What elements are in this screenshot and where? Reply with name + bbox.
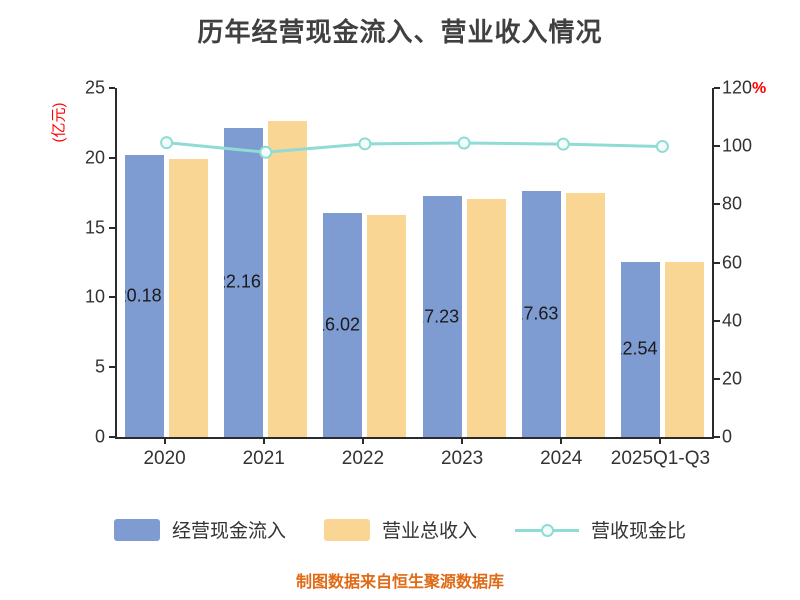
bar-operating-cash-inflow-2022: 16.02 xyxy=(323,213,363,437)
bar-total-revenue-2025Q1-Q3 xyxy=(664,261,704,437)
x-axis-tick-mark xyxy=(361,439,364,444)
y-axis-right-tick-mark xyxy=(714,436,720,438)
legend-line-marker-icon xyxy=(515,519,579,541)
bar-total-revenue-2023 xyxy=(466,198,506,437)
y-axis-left-tick-label: 5 xyxy=(94,356,105,377)
y-axis-right-tick-label: 0 xyxy=(722,426,733,447)
ratio-line-marker xyxy=(457,136,471,150)
bar-total-revenue-2021 xyxy=(268,121,308,437)
y-axis-left-tick-label: 15 xyxy=(84,217,105,238)
legend-circle-marker xyxy=(541,523,554,537)
legend-item-cash-inflow: 经营现金流入 xyxy=(113,516,286,543)
x-axis-tick-label: 2020 xyxy=(143,448,186,469)
revenue-cash-ratio-line xyxy=(160,136,669,159)
bar-value-label: 20.18 xyxy=(125,285,162,306)
y-axis-right-tick-label: 40 xyxy=(722,310,743,331)
y-axis-left-tick-mark xyxy=(109,226,115,229)
bar-operating-cash-inflow-2025Q1-Q3: 12.54 xyxy=(620,261,660,437)
y-axis-left-tick-label: 25 xyxy=(84,77,105,98)
legend-item-ratio: 营收现金比 xyxy=(515,516,686,543)
legend-swatch-orange xyxy=(323,518,370,541)
legend-item-total-revenue: 营业总收入 xyxy=(323,516,477,543)
bar-total-revenue-2020 xyxy=(169,158,209,437)
x-axis-tick-mark xyxy=(461,439,464,444)
bar-value-label: 16.02 xyxy=(323,314,361,335)
y-axis-right-tick-label: 100 xyxy=(722,135,753,156)
ratio-line-path xyxy=(166,141,663,154)
y-axis-left-tick-mark xyxy=(109,296,115,299)
x-axis-tick-label: 2023 xyxy=(440,448,484,469)
ratio-line-marker xyxy=(259,145,273,159)
legend-label-total-revenue: 营业总收入 xyxy=(381,521,477,542)
legend-swatch-blue xyxy=(113,518,160,541)
bar-operating-cash-inflow-2024: 17.63 xyxy=(521,190,561,437)
y-axis-left-tick-mark xyxy=(109,87,115,89)
x-axis-tick-label: 2024 xyxy=(540,448,583,469)
bar-value-label: 17.63 xyxy=(522,303,559,324)
bar-operating-cash-inflow-2023: 17.23 xyxy=(422,196,462,437)
x-axis-tick-mark xyxy=(163,439,166,444)
y-axis-right-tick-mark xyxy=(714,203,720,206)
x-axis-tick-label: 2022 xyxy=(341,448,385,469)
bar-value-label: 17.23 xyxy=(423,306,460,327)
x-axis-tick-label: 2025Q1-Q3 xyxy=(610,448,711,469)
y-axis-right-tick-label: 20 xyxy=(722,368,743,389)
chart-title: 历年经营现金流入、营业收入情况 xyxy=(197,17,603,47)
x-axis-tick-mark xyxy=(560,439,563,444)
y-axis-right-tick-mark xyxy=(714,87,720,89)
left-axis-unit-label: (亿元) xyxy=(50,102,68,143)
ratio-line-marker xyxy=(160,136,174,150)
y-axis-left-tick-mark xyxy=(109,156,115,159)
bar-operating-cash-inflow-2020: 20.18 xyxy=(125,155,165,437)
ratio-line-marker xyxy=(655,139,669,153)
right-axis-unit-label: % xyxy=(752,80,767,97)
legend-label-cash-inflow: 经营现金流入 xyxy=(171,521,286,542)
y-axis-left-tick-mark xyxy=(109,366,115,369)
y-axis-right-tick-label: 80 xyxy=(722,193,743,214)
y-axis-left-tick-label: 0 xyxy=(94,426,105,447)
y-axis-right-tick-mark xyxy=(714,145,720,148)
x-axis-tick-mark xyxy=(262,439,265,444)
y-axis-left-tick-label: 20 xyxy=(84,147,105,168)
data-source-caption: 制图数据来自恒生聚源数据库 xyxy=(295,574,504,591)
legend-label-ratio: 营收现金比 xyxy=(591,521,687,542)
bar-operating-cash-inflow-2021: 22.16 xyxy=(224,127,264,437)
y-axis-right-tick-mark xyxy=(714,261,720,264)
ratio-line-marker xyxy=(358,137,372,151)
bar-value-label: 22.16 xyxy=(224,271,261,292)
bar-value-label: 12.54 xyxy=(621,338,658,359)
plot-area: 20.18 22.16 16.02 17.23 17.63 12.54 xyxy=(115,88,714,439)
y-axis-left-tick-label: 10 xyxy=(84,286,105,307)
y-axis-right-tick-label: 120 xyxy=(722,77,753,98)
x-axis-tick-mark xyxy=(659,439,662,444)
y-axis-right-tick-mark xyxy=(714,377,720,380)
bar-total-revenue-2024 xyxy=(565,192,605,437)
y-axis-right-tick-label: 60 xyxy=(722,252,743,272)
y-axis-left-tick-mark xyxy=(109,436,115,438)
legend: 经营现金流入 营业总收入 营收现金比 xyxy=(0,516,800,543)
x-axis-tick-label: 2021 xyxy=(242,448,285,469)
bar-total-revenue-2022 xyxy=(367,215,407,437)
y-axis-right-tick-mark xyxy=(714,319,720,322)
ratio-line-marker xyxy=(556,137,570,151)
